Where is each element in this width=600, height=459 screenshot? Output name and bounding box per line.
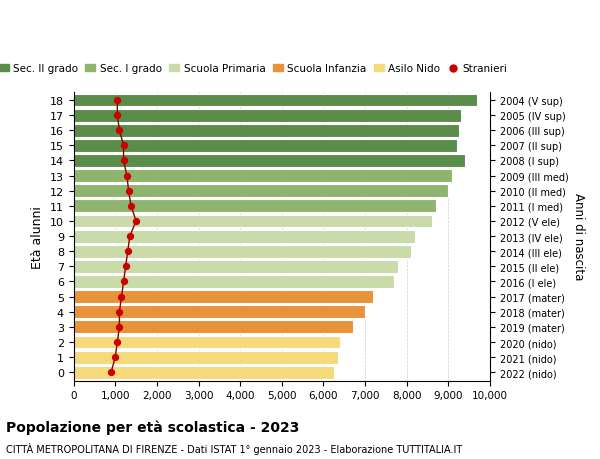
Point [123,248,133,255]
Point [113,112,122,119]
Bar [74,291,373,303]
Bar [74,245,411,258]
Bar [74,155,465,168]
Bar [74,185,448,198]
Point [131,218,141,225]
Point [116,293,126,301]
Legend: Sec. II grado, Sec. I grado, Scuola Primaria, Scuola Infanzia, Asilo Nido, Stran: Sec. II grado, Sec. I grado, Scuola Prim… [0,60,511,78]
Bar [74,366,334,379]
Point [126,203,136,210]
Bar [74,336,340,349]
Y-axis label: Età alunni: Età alunni [31,205,44,268]
Point [119,157,128,165]
Point [121,263,130,270]
Bar [74,215,431,228]
Point [122,173,132,180]
Bar [74,275,394,288]
Point [119,278,128,285]
Text: CITTÀ METROPOLITANA DI FIRENZE - Dati ISTAT 1° gennaio 2023 - Elaborazione TUTTI: CITTÀ METROPOLITANA DI FIRENZE - Dati IS… [6,442,462,454]
Point [115,127,124,134]
Bar [74,200,436,213]
Text: Popolazione per età scolastica - 2023: Popolazione per età scolastica - 2023 [6,419,299,434]
Bar [74,170,452,183]
Point [124,188,133,195]
Bar [74,351,338,364]
Bar [74,260,398,273]
Bar [74,124,458,137]
Bar [74,140,457,152]
Point [113,339,122,346]
Point [125,233,134,240]
Y-axis label: Anni di nascita: Anni di nascita [572,193,585,280]
Bar [74,94,478,107]
Point [119,142,128,150]
Bar [74,230,415,243]
Point [110,354,120,361]
Bar [74,306,365,319]
Point [115,324,124,331]
Bar [74,109,461,122]
Point [106,369,116,376]
Bar [74,321,353,334]
Point [113,97,122,104]
Point [115,308,124,316]
